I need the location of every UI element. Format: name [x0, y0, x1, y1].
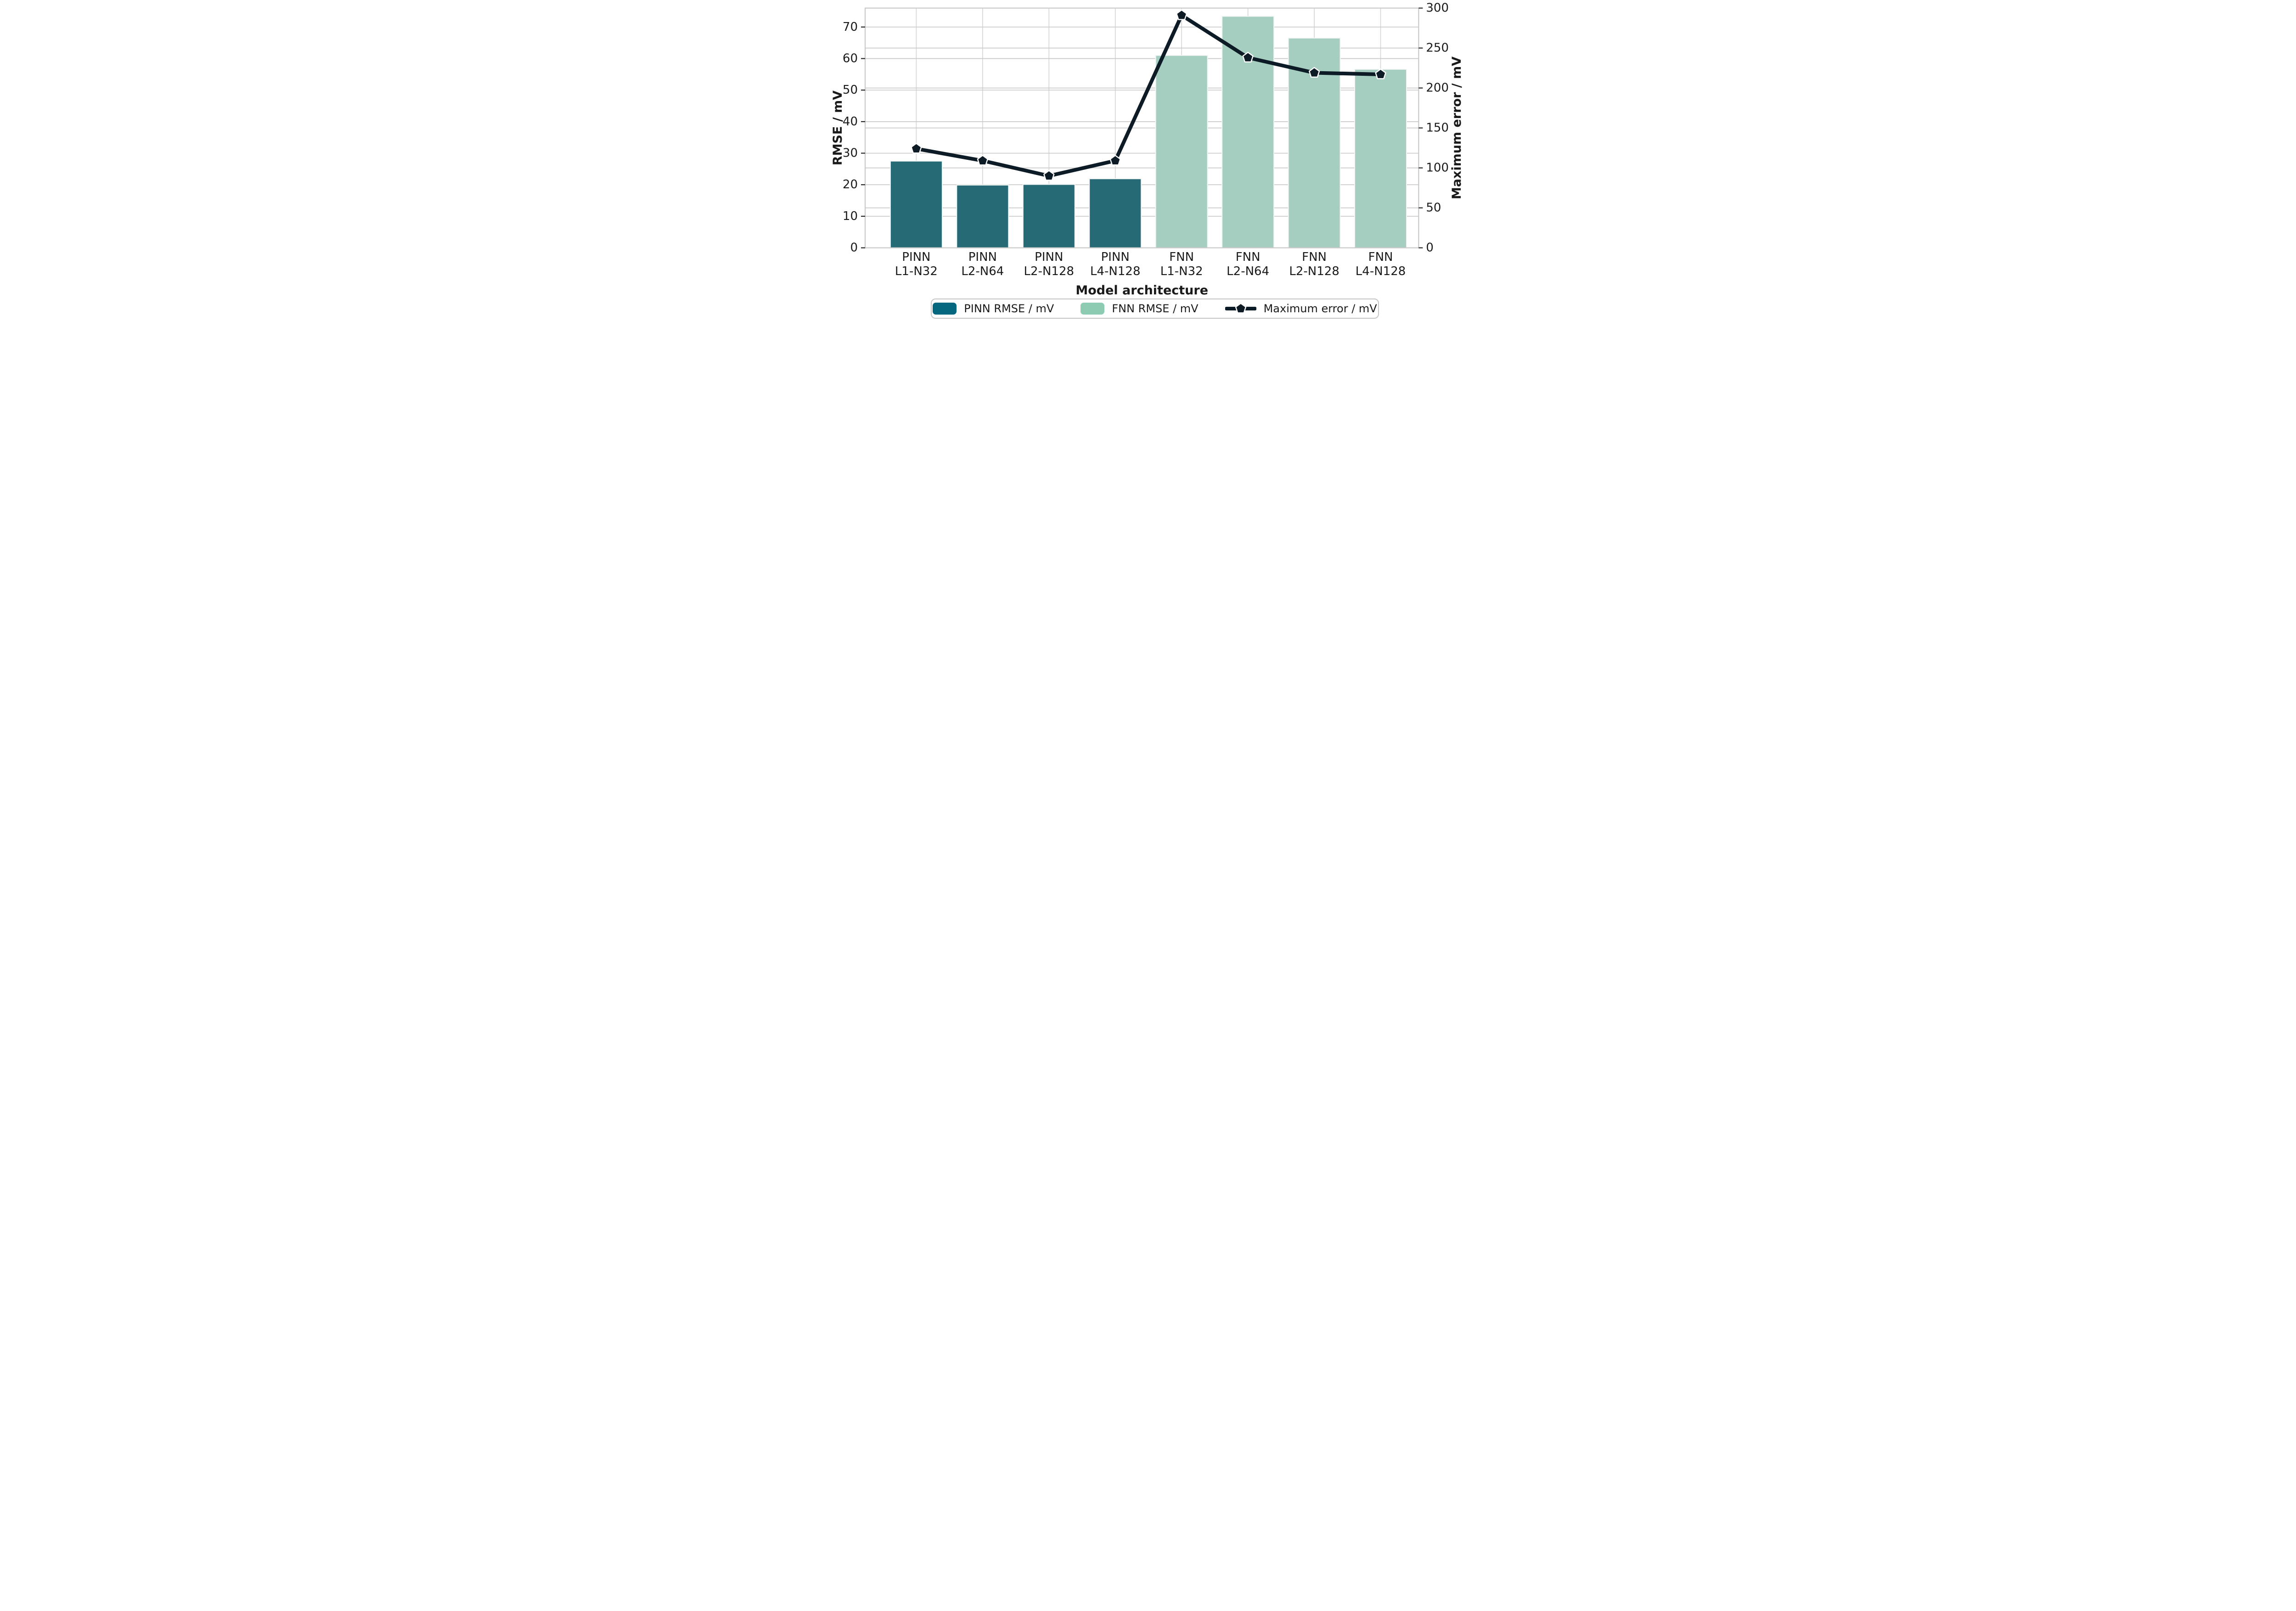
- bar-pinn-l1-n32: [889, 160, 943, 248]
- bar-pinn-l2-n64: [956, 184, 1009, 248]
- bar-fnn-l1-n32: [1155, 55, 1208, 248]
- legend: PINN RMSE / mV FNN RMSE / mV Maximum err…: [931, 299, 1379, 319]
- x-tick-label-pinn-l4-n128: PINN L4-N128: [1090, 250, 1140, 278]
- pentagon-marker-fnn-l1-n32: [1176, 9, 1187, 20]
- pentagon-marker-fnn-l4-n128: [1375, 68, 1386, 79]
- y-tick-label-right-100: 100: [1426, 161, 1449, 175]
- y-tick-label-right-200: 200: [1426, 81, 1449, 95]
- pentagon-marker-icon: [1235, 303, 1246, 314]
- pinn-color-swatch-icon: [933, 303, 957, 315]
- y-tick-label-right-50: 50: [1426, 201, 1441, 215]
- pentagon-marker-pinn-l1-n32: [911, 143, 922, 154]
- pentagon-marker-pinn-l2-n64: [977, 155, 988, 166]
- x-tick-label-fnn-l1-n32: FNN L1-N32: [1160, 250, 1203, 278]
- line-series-maximum-error-mv: [911, 9, 1386, 181]
- bar-fnn-l4-n128: [1354, 68, 1407, 248]
- x-tick-label-fnn-l4-n128: FNN L4-N128: [1356, 250, 1406, 278]
- bar-fnn-l2-n64: [1221, 16, 1275, 248]
- y-tick-label-right-0: 0: [1426, 241, 1434, 255]
- chart-figure: 0 10 20 30 40 50 60 70 0 50 100 150 200 250 300 PINN L1-…: [825, 0, 1471, 322]
- right-axis: 0 50 100 150 200 250 300: [1418, 1, 1449, 255]
- y-tick-label-right-150: 150: [1426, 121, 1449, 135]
- y-tick-label-left-30: 30: [843, 146, 858, 160]
- max-error-line: [914, 13, 1383, 178]
- y-tick-label-left-60: 60: [843, 51, 858, 65]
- legend-label: Maximum error / mV: [1263, 302, 1377, 315]
- pentagon-marker-pinn-l4-n128: [1109, 155, 1121, 166]
- y-tick-label-left-70: 70: [843, 20, 858, 34]
- legend-item-fnn-rmse: FNN RMSE / mV: [1080, 302, 1199, 315]
- y-axis-title-right: Maximum error / mV: [1450, 56, 1464, 199]
- pentagon-marker-fnn-l2-n128: [1308, 67, 1320, 78]
- legend-label: PINN RMSE / mV: [964, 302, 1054, 315]
- y-tick-label-right-250: 250: [1426, 41, 1449, 55]
- pentagon-marker-fnn-l2-n64: [1242, 51, 1254, 62]
- x-axis: PINN L1-N32 PINN L2-N64 PINN L2-N128 PINN L4-N1…: [895, 250, 1406, 278]
- x-tick-label-pinn-l1-n32: PINN L1-N32: [895, 250, 938, 278]
- plot-border: [864, 7, 1419, 248]
- x-tick-label-pinn-l2-n64: PINN L2-N64: [961, 250, 1004, 278]
- fnn-color-swatch-icon: [1080, 303, 1105, 315]
- legend-item-pinn-rmse: PINN RMSE / mV: [933, 303, 1054, 315]
- x-axis-title: Model architecture: [1075, 283, 1208, 298]
- y-tick-label-left-0: 0: [850, 241, 858, 255]
- x-tick-label-fnn-l2-n64: FNN L2-N64: [1227, 250, 1269, 278]
- bar-pinn-l2-n128: [1022, 184, 1075, 248]
- y-axis-title-left: RMSE / mV: [831, 90, 845, 165]
- dual-axis-bar-line-chart: 0 10 20 30 40 50 60 70 0 50 100 150 200 250 300 PINN L1-…: [825, 0, 1471, 322]
- left-axis: 0 10 20 30 40 50 60 70: [843, 20, 865, 255]
- pentagon-marker-pinn-l2-n128: [1043, 170, 1055, 181]
- line-with-pentagon-marker-icon: [1225, 303, 1256, 314]
- legend-label: FNN RMSE / mV: [1112, 302, 1199, 315]
- legend-item-max-error: Maximum error / mV: [1225, 301, 1377, 316]
- bar-pinn-l4-n128: [1089, 178, 1142, 248]
- y-tick-label-left-20: 20: [843, 178, 858, 192]
- x-tick-label-fnn-l2-n128: FNN L2-N128: [1289, 250, 1339, 278]
- y-tick-label-left-10: 10: [843, 209, 858, 223]
- y-tick-label-right-300: 300: [1426, 1, 1449, 15]
- y-tick-label-left-40: 40: [843, 115, 858, 129]
- x-tick-label-pinn-l2-n128: PINN L2-N128: [1024, 250, 1074, 278]
- y-tick-label-left-50: 50: [843, 83, 858, 97]
